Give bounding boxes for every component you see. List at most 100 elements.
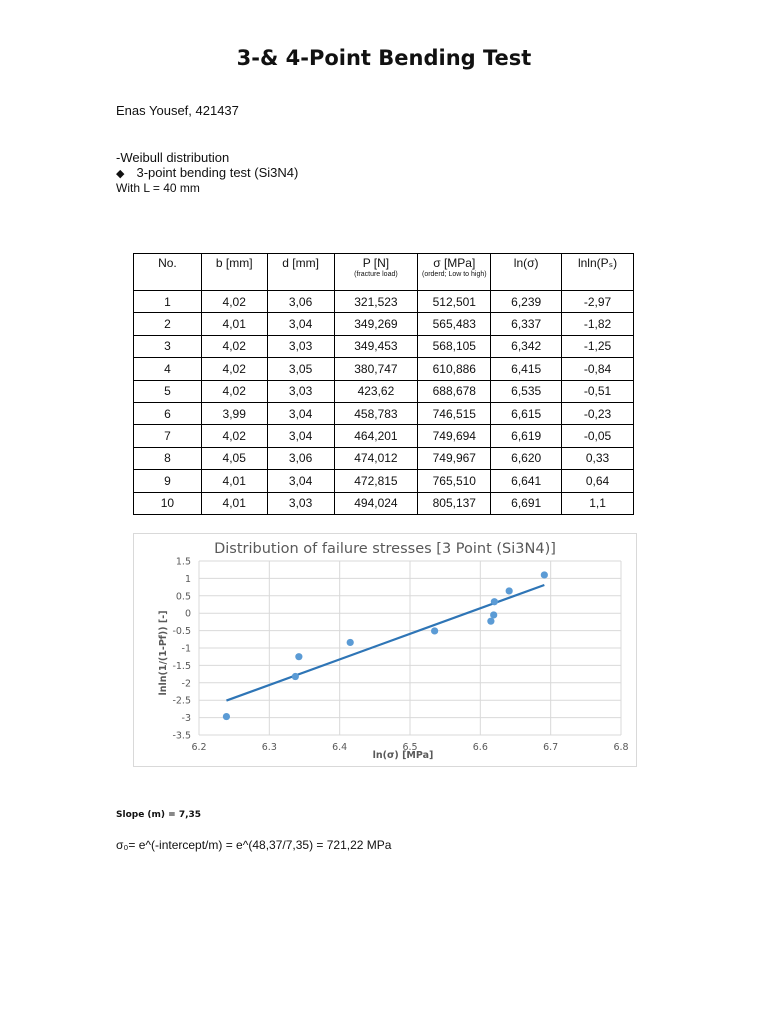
table-row: 2 4,01 3,04 349,269 565,483 6,337 -1,82 xyxy=(133,312,634,336)
table-cell: 458,783 xyxy=(333,401,419,426)
column-header-label: lnln(Pₛ) xyxy=(577,256,618,270)
length-note: With L = 40 mm xyxy=(116,181,200,195)
table-cell: 6,239 xyxy=(490,289,563,314)
table-cell: 4,02 xyxy=(200,424,268,448)
table-cell: 4,05 xyxy=(200,446,268,471)
y-tick-label: -3 xyxy=(182,713,191,724)
y-tick-label: -0.5 xyxy=(172,626,191,637)
table-row: 8 4,05 3,06 474,012 749,967 6,620 0,33 xyxy=(133,446,634,471)
table-cell: 3,04 xyxy=(266,312,335,336)
table-cell: 568,105 xyxy=(417,334,492,359)
table-cell: 9 xyxy=(133,469,202,493)
table-cell: 746,515 xyxy=(417,401,492,426)
table-cell: 2 xyxy=(133,312,202,336)
bullet-text: 3-point bending test (Si3N4) xyxy=(136,165,299,180)
table-cell: 5 xyxy=(133,379,202,403)
table-cell: 349,269 xyxy=(333,312,419,336)
table-cell: 349,453 xyxy=(333,334,419,359)
table-cell: 805,137 xyxy=(417,491,492,515)
x-tick-label: 6.8 xyxy=(613,742,628,753)
data-point xyxy=(346,638,354,647)
table-cell: -0,23 xyxy=(561,401,634,426)
column-header-label: P [N] xyxy=(362,256,390,270)
table-row: 1 4,02 3,06 321,523 512,501 6,239 -2,97 xyxy=(133,289,634,314)
table-cell: 3,04 xyxy=(266,401,335,426)
page-title: 3-& 4-Point Bending Test xyxy=(236,46,532,70)
bullet-item: ◆ 3-point bending test (Si3N4) xyxy=(116,165,298,180)
y-tick-label: 1 xyxy=(185,574,191,585)
table-cell: 765,510 xyxy=(417,469,492,493)
table-row: 5 4,02 3,03 423,62 688,678 6,535 -0,51 xyxy=(133,379,634,403)
slope-text: Slope (m) = 7,35 xyxy=(116,810,202,820)
y-tick-label: -1.5 xyxy=(172,661,191,672)
table-cell: 6 xyxy=(133,401,202,426)
table-row: 10 4,01 3,03 494,024 805,137 6,691 1,1 xyxy=(133,491,634,515)
y-tick-label: 0 xyxy=(185,609,191,620)
x-tick-label: 6.2 xyxy=(191,742,206,753)
table-cell: 6,691 xyxy=(490,491,563,515)
x-axis-label: ln(σ) [MPa] xyxy=(373,750,434,761)
column-header-label: σ [MPa] xyxy=(433,256,476,270)
table-cell: 4,01 xyxy=(200,312,268,336)
table-cell: 3,99 xyxy=(200,401,268,426)
table-cell: 688,678 xyxy=(417,379,492,403)
chart-title: Distribution of failure stresses [3 Poin… xyxy=(214,541,556,557)
chart-svg: Distribution of failure stresses [3 Poin… xyxy=(158,541,629,761)
column-header-label: ln(σ) xyxy=(513,256,539,270)
table-cell: 3 xyxy=(133,334,202,359)
table-body: 1 4,02 3,06 321,523 512,501 6,239 -2,97 2 4,01 3,… xyxy=(133,289,634,515)
data-point xyxy=(295,653,303,661)
y-tick-label: -2.5 xyxy=(172,696,191,707)
table-cell: -2,97 xyxy=(561,289,634,314)
weibull-chart: Distribution of failure stresses [3 Poin… xyxy=(133,533,637,767)
chart-gridlines xyxy=(198,560,622,736)
data-point xyxy=(540,571,548,579)
table-cell: 3,03 xyxy=(266,491,335,515)
table-cell: 3,04 xyxy=(266,424,335,448)
table-cell: 7 xyxy=(133,424,202,448)
table-cell: 749,967 xyxy=(417,446,492,471)
x-tick-label: 6.6 xyxy=(473,742,488,753)
column-header: No. xyxy=(133,253,202,291)
table-cell: 3,06 xyxy=(266,446,335,471)
y-tick-label: 0.5 xyxy=(176,591,191,602)
column-header: b [mm] xyxy=(200,253,268,291)
table-cell: 8 xyxy=(133,446,202,471)
column-header-label: No. xyxy=(158,256,177,270)
table-row: 6 3,99 3,04 458,783 746,515 6,615 -0,23 xyxy=(133,401,634,426)
table-cell: 3,04 xyxy=(266,469,335,493)
table-cell: 472,815 xyxy=(333,469,419,493)
table-cell: 0,64 xyxy=(561,469,634,493)
column-header-label: d [mm] xyxy=(282,256,319,270)
table-cell: -0,84 xyxy=(561,357,634,381)
column-header-sublabel: (fracture load) xyxy=(354,271,398,278)
column-header: ln(σ) xyxy=(490,253,563,291)
table-row: 7 4,02 3,04 464,201 749,694 6,619 -0,05 xyxy=(133,424,634,448)
table-row: 9 4,01 3,04 472,815 765,510 6,641 0,64 xyxy=(133,469,634,493)
table-cell: 380,747 xyxy=(333,357,419,381)
table-cell: 464,201 xyxy=(333,424,419,448)
y-tick-label: -3.5 xyxy=(172,731,191,742)
table-cell: 6,619 xyxy=(490,424,563,448)
data-point xyxy=(291,672,299,681)
data-point xyxy=(431,627,439,635)
data-point xyxy=(487,617,495,625)
column-header-sublabel: (orderd; Low to high) xyxy=(421,271,487,278)
y-tick-label: 1.5 xyxy=(176,557,191,568)
table-cell: 6,620 xyxy=(490,446,563,471)
sigma0-formula: σ₀= e^(-intercept/m) = e^(48,37/7,35) = … xyxy=(116,838,392,852)
data-point xyxy=(222,712,231,721)
column-header: lnln(Pₛ) xyxy=(561,253,634,291)
table-cell: 4,02 xyxy=(200,357,268,381)
table-cell: 3,05 xyxy=(266,357,335,381)
table-cell: 6,535 xyxy=(490,379,563,403)
table-cell: -1,25 xyxy=(561,334,634,359)
column-header: P [N] (fracture load) xyxy=(333,253,419,291)
table-cell: 512,501 xyxy=(417,289,492,314)
table-header-row: No. b [mm] d [mm] P [N] (fracture load) σ [MP… xyxy=(133,253,634,291)
table-cell: 0,33 xyxy=(561,446,634,471)
table-cell: 1,1 xyxy=(561,491,634,515)
table-cell: 6,337 xyxy=(490,312,563,336)
table-cell: 749,694 xyxy=(417,424,492,448)
table-row: 4 4,02 3,05 380,747 610,886 6,415 -0,84 xyxy=(133,357,634,381)
